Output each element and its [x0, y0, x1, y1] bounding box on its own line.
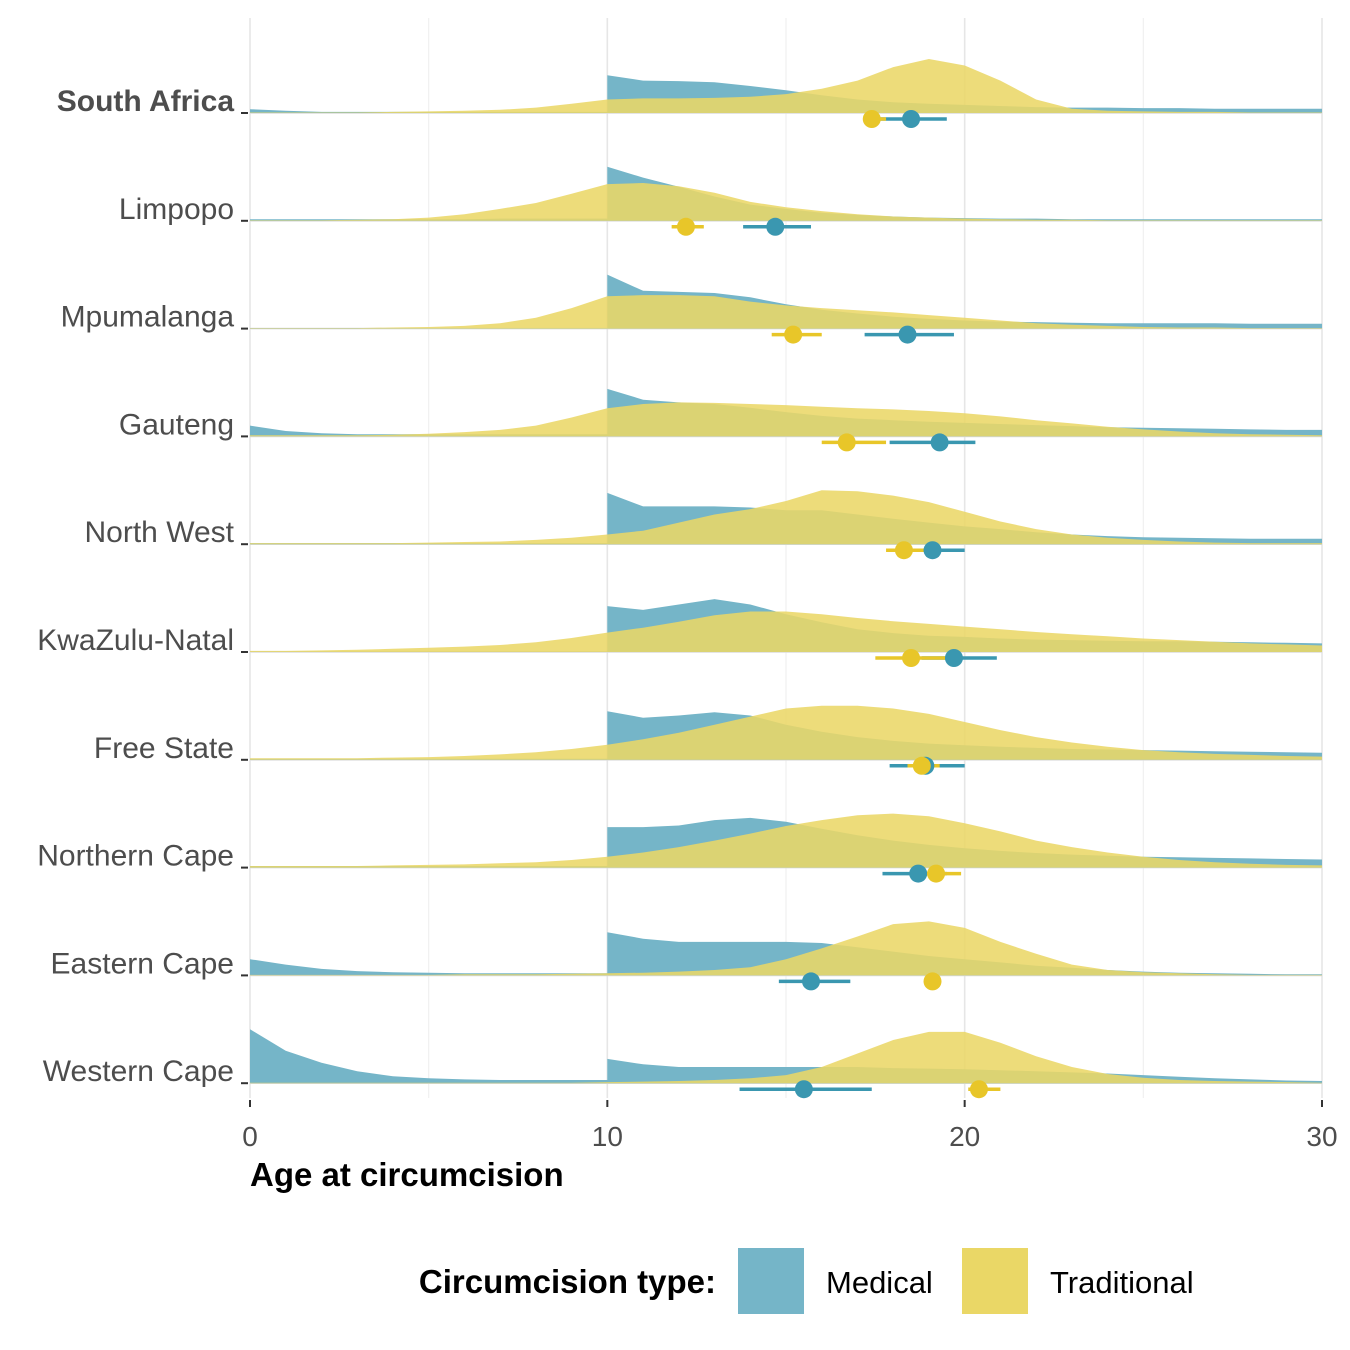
- y-tick-label: Eastern Cape: [51, 947, 234, 980]
- mean-medical-2: [898, 325, 917, 344]
- y-tick-label: Western Cape: [43, 1055, 234, 1088]
- x-tick-label: 20: [949, 1121, 980, 1152]
- grid: [249, 18, 1323, 1098]
- x-axis: 0 10 20 30: [242, 1100, 1338, 1152]
- density-traditional-7: [250, 813, 1322, 868]
- mean-traditional-7: [927, 864, 946, 883]
- density-traditional-1: [250, 183, 1322, 221]
- density-ridges: [250, 59, 1322, 1084]
- density-traditional-0: [250, 59, 1322, 113]
- mean-medical-5: [944, 649, 963, 667]
- mean-traditional-8: [923, 972, 942, 991]
- y-tick-label: South Africa: [57, 85, 235, 118]
- density-medical-8: [250, 932, 1322, 976]
- density-traditional-2: [250, 295, 1322, 329]
- density-traditional-9: [250, 1031, 1322, 1084]
- x-axis-title: Age at circumcision: [250, 1156, 564, 1193]
- x-tick-label: 0: [242, 1121, 258, 1152]
- density-medical-9: [250, 1029, 1322, 1084]
- legend-label-traditional: Traditional: [1050, 1265, 1194, 1300]
- legend-swatch-traditional: [962, 1248, 1028, 1314]
- legend-swatch-medical: [738, 1248, 804, 1314]
- density-traditional-3: [250, 402, 1322, 437]
- y-tick-label: North West: [85, 516, 235, 549]
- y-tick-label: Free State: [94, 732, 234, 765]
- mean-medical-8: [802, 972, 821, 991]
- mean-traditional-9: [969, 1080, 988, 1099]
- density-traditional-5: [250, 611, 1322, 652]
- mean-traditional-0: [862, 110, 881, 128]
- mean-medical-1: [766, 217, 785, 236]
- y-tick-label: Mpumalanga: [61, 301, 235, 334]
- y-tick-label: Gauteng: [119, 408, 234, 441]
- x-tick-label: 10: [592, 1121, 623, 1152]
- legend-label-medical: Medical: [826, 1265, 933, 1300]
- mean-traditional-6: [912, 756, 931, 775]
- density-traditional-4: [250, 490, 1322, 545]
- y-tick-label: Northern Cape: [37, 840, 234, 873]
- mean-traditional-5: [902, 649, 921, 667]
- mean-medical-9: [794, 1080, 813, 1099]
- x-tick-label: 30: [1306, 1121, 1337, 1152]
- y-axis: South Africa Limpopo Mpumalanga Gauteng Nort…: [37, 85, 248, 1088]
- legend-title: Circumcision type:: [419, 1263, 716, 1300]
- y-tick-label: KwaZulu-Natal: [37, 624, 234, 657]
- mean-traditional-1: [676, 217, 695, 236]
- mean-medical-7: [909, 864, 928, 883]
- mean-medical-0: [902, 110, 921, 128]
- mean-traditional-3: [837, 433, 856, 452]
- legend: Circumcision type: Medical Traditional: [419, 1248, 1194, 1314]
- mean-points: [671, 110, 1001, 1099]
- density-traditional-6: [250, 705, 1322, 760]
- mean-traditional-4: [894, 541, 913, 560]
- mean-medical-3: [930, 433, 949, 452]
- y-tick-label: Limpopo: [119, 193, 234, 226]
- density-traditional-8: [250, 921, 1322, 976]
- mean-traditional-2: [784, 325, 803, 344]
- mean-medical-4: [923, 541, 942, 560]
